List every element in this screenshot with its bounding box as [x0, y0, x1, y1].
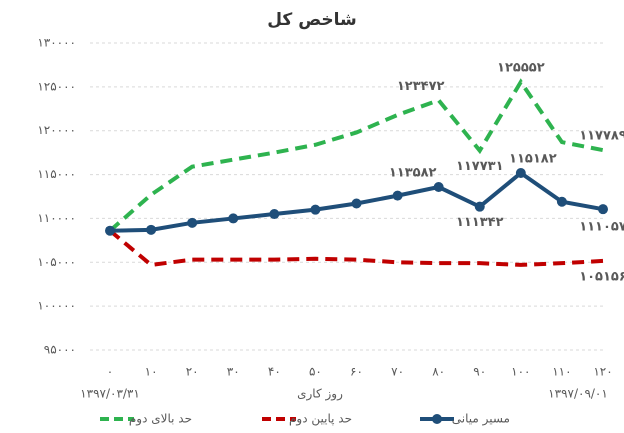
- x-tick-label: ۷۰: [391, 365, 404, 379]
- x-tick-label: ۱۰: [145, 365, 158, 379]
- x-tick-label: ۰: [107, 365, 113, 379]
- chart-title: شاخص کل: [267, 10, 357, 30]
- point-marker: [392, 190, 403, 201]
- series-line: [108, 78, 604, 233]
- series-line: [108, 229, 604, 268]
- x-tick-label: ۹۰: [473, 365, 486, 379]
- y-tick-label: ۹۵۰۰۰: [44, 343, 76, 357]
- data-label: ۱۲۵۵۵۲: [497, 61, 545, 76]
- x-tick-label: ۶۰: [350, 365, 363, 379]
- x-tick-label: ۴۰: [268, 365, 281, 379]
- data-label: ۱۱۷۷۳۱: [456, 159, 504, 174]
- data-label: ۱۰۵۱۵۶: [579, 269, 624, 284]
- legend-label: حد بالای دوم: [129, 412, 192, 427]
- point-marker: [474, 201, 485, 212]
- point-marker: [515, 167, 526, 178]
- point-marker: [228, 213, 239, 224]
- y-tick-label: ۱۳۰۰۰۰: [37, 36, 76, 50]
- point-marker: [269, 209, 280, 220]
- point-marker: [598, 204, 608, 215]
- end-date: ۱۳۹۷/۰۹/۰۱: [548, 387, 608, 401]
- data-label: ۱۱۱۳۴۲: [456, 215, 504, 230]
- y-tick-label: ۱۲۰۰۰۰: [37, 123, 76, 137]
- y-tick-label: ۱۱۰۰۰۰: [37, 211, 76, 225]
- legend-marker-dot: [432, 414, 442, 424]
- point-marker: [187, 217, 198, 228]
- point-marker: [146, 224, 157, 235]
- start-date: ۱۳۹۷/۰۳/۳۱: [80, 387, 140, 401]
- legend-label: حد پایین دوم: [289, 412, 352, 427]
- x-tick-label: ۱۰۰: [511, 365, 530, 379]
- x-tick-label: ۱۲۰: [593, 365, 612, 379]
- point-marker: [351, 198, 362, 209]
- x-tick-label: ۱۱۰: [552, 365, 571, 379]
- data-label: ۱۲۳۴۷۲: [397, 79, 445, 94]
- y-tick-label: ۱۲۵۰۰۰: [37, 79, 76, 93]
- x-tick-label: ۵۰: [309, 365, 322, 379]
- point-marker: [105, 225, 115, 236]
- point-marker: [433, 182, 444, 193]
- data-label: ۱۱۵۱۸۲: [509, 151, 557, 166]
- y-tick-label: ۱۰۵۰۰۰: [37, 255, 76, 269]
- data-label: ۱۱۳۵۸۲: [389, 166, 437, 181]
- x-tick-label: ۳۰: [227, 365, 240, 379]
- legend-label: مسیر میانی: [452, 412, 510, 427]
- point-marker: [556, 196, 567, 207]
- x-tick-label: ۲۰: [186, 365, 199, 379]
- x-axis-title: روز کاری: [297, 387, 343, 402]
- data-label: ۱۱۷۷۸۹: [579, 129, 624, 144]
- y-tick-label: ۱۱۵۰۰۰: [37, 167, 76, 181]
- y-tick-label: ۱۰۰۰۰۰: [37, 299, 76, 313]
- data-label: ۱۱۱۰۵۷: [579, 220, 624, 235]
- x-tick-label: ۸۰: [432, 365, 445, 379]
- point-marker: [310, 204, 321, 215]
